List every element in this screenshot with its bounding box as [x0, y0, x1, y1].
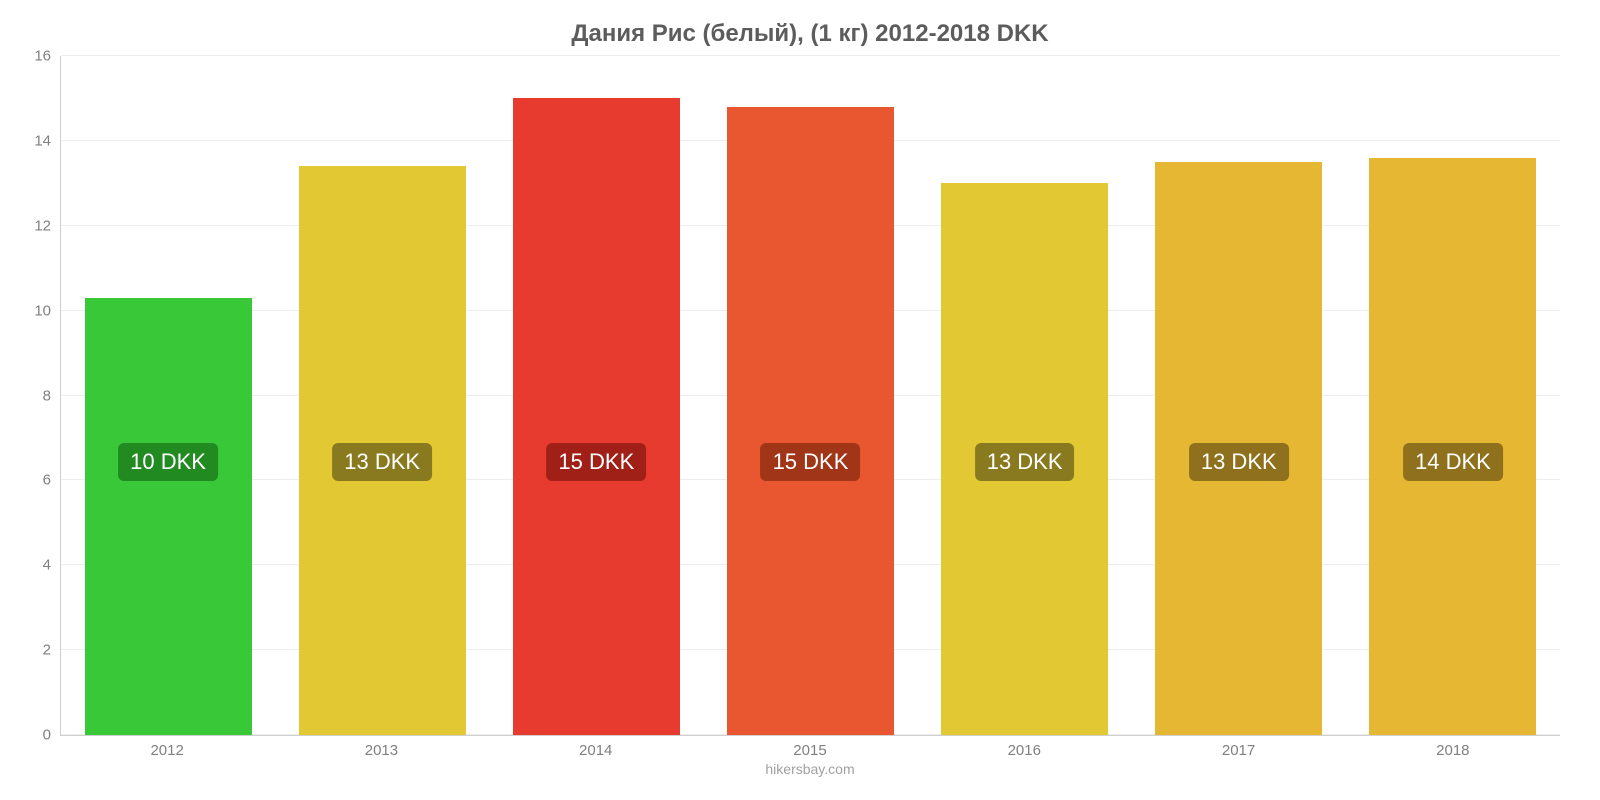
x-tick-label: 2017 [1131, 742, 1345, 759]
y-tick-label: 12 [34, 217, 61, 234]
x-tick-label: 2016 [917, 742, 1131, 759]
bar-column: 10 DKK [61, 56, 275, 735]
y-tick-label: 4 [43, 557, 61, 574]
x-tick-label: 2014 [489, 742, 703, 759]
bar: 13 DKK [941, 183, 1108, 735]
bar-column: 13 DKK [1132, 56, 1346, 735]
chart-container: Дания Рис (белый), (1 кг) 2012-2018 DKK … [0, 0, 1600, 800]
y-tick-label: 0 [43, 727, 61, 744]
x-axis-labels: 2012201320142015201620172018 [60, 742, 1560, 759]
y-tick-label: 6 [43, 472, 61, 489]
bar-value-label: 15 DKK [761, 443, 861, 481]
bar: 15 DKK [727, 107, 894, 735]
plot-area: 0246810121416 10 DKK13 DKK15 DKK15 DKK13… [60, 56, 1560, 736]
bar: 15 DKK [513, 98, 680, 735]
x-tick-label: 2012 [60, 742, 274, 759]
bar-value-label: 14 DKK [1403, 443, 1503, 481]
x-tick-label: 2018 [1346, 742, 1560, 759]
bars-group: 10 DKK 13 DKK 15 DKK 15 DKK 13 DKK 13 DKK 14 D… [61, 56, 1560, 735]
y-tick-label: 14 [34, 132, 61, 149]
bar: 14 DKK [1369, 158, 1536, 735]
bar: 13 DKK [1155, 162, 1322, 735]
y-tick-label: 2 [43, 642, 61, 659]
bar-column: 15 DKK [703, 56, 917, 735]
bar-value-label: 10 DKK [118, 443, 218, 481]
x-tick-label: 2013 [274, 742, 488, 759]
y-tick-label: 10 [34, 302, 61, 319]
bar: 10 DKK [85, 298, 252, 735]
bar-value-label: 13 DKK [332, 443, 432, 481]
y-tick-label: 8 [43, 387, 61, 404]
bar-value-label: 13 DKK [975, 443, 1075, 481]
bar-column: 13 DKK [275, 56, 489, 735]
bar: 13 DKK [299, 166, 466, 735]
bar-column: 14 DKK [1346, 56, 1560, 735]
bar-column: 13 DKK [918, 56, 1132, 735]
chart-title: Дания Рис (белый), (1 кг) 2012-2018 DKK [60, 20, 1560, 48]
bar-value-label: 15 DKK [546, 443, 646, 481]
chart-source: hikersbay.com [60, 761, 1560, 777]
bar-value-label: 13 DKK [1189, 443, 1289, 481]
x-tick-label: 2015 [703, 742, 917, 759]
y-tick-label: 16 [34, 48, 61, 65]
bar-column: 15 DKK [489, 56, 703, 735]
